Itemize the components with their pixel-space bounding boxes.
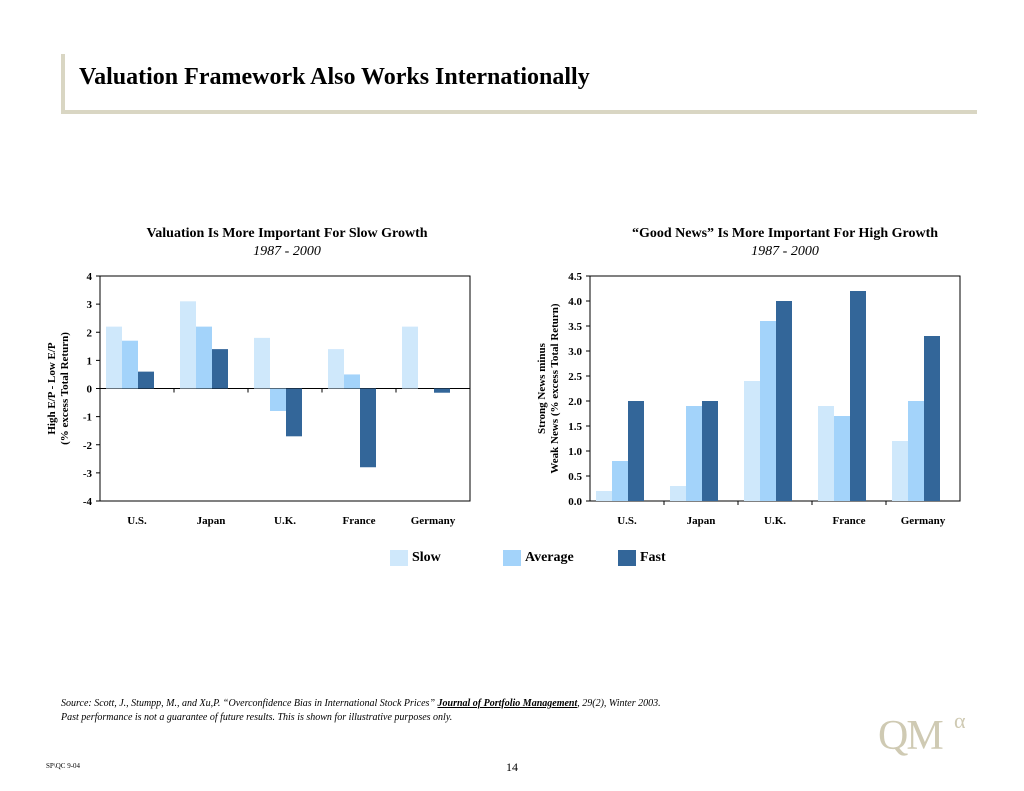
source-journal-link[interactable]: Journal of Portfolio Management: [437, 698, 578, 709]
y-tick-label: 1: [87, 355, 93, 367]
y-tick-label: 2: [87, 327, 93, 339]
bar-average: [908, 401, 924, 501]
source-prefix: Source: Scott, J., Stumpp, M., and Xu,P.…: [61, 698, 438, 709]
y-tick-label: 3.0: [568, 346, 582, 358]
legend-swatch-fast: [618, 550, 636, 566]
legend-label-slow: Slow: [412, 550, 441, 565]
slide-title: Valuation Framework Also Works Internati…: [79, 64, 590, 90]
qm-logo: QM α: [878, 708, 978, 760]
chart-1-title: Valuation Is More Important For Slow Gro…: [146, 226, 428, 241]
bar-slow: [106, 326, 122, 389]
good-news-chart: 4.5 4.0 3.5 3.0 2.5 2.0 1.5 1.0 0.5 0.0 U.S. Japan U…: [536, 271, 961, 527]
bar-fast: [702, 401, 718, 501]
bar-fast: [776, 301, 792, 501]
y-tick-label: -4: [83, 496, 93, 508]
chart-2-subtitle: 1987 - 2000: [751, 244, 819, 259]
legend-label-average: Average: [525, 550, 574, 565]
chart-1-subtitle: 1987 - 2000: [253, 244, 321, 259]
bar-fast: [434, 388, 450, 393]
y-tick-label: -3: [83, 468, 93, 480]
page-number: 14: [506, 760, 518, 774]
bar-average: [760, 321, 776, 501]
y-tick-label: -2: [83, 440, 93, 452]
y-tick-label: 2.5: [568, 371, 582, 383]
source-disclaimer: Past performance is not a guarantee of f…: [61, 712, 453, 723]
bar-fast: [138, 371, 154, 389]
bar-average: [196, 326, 212, 389]
y-tick-label: 1.0: [568, 446, 582, 458]
y-tick-label: 0.5: [568, 471, 582, 483]
chart-2-title: “Good News” Is More Important For High G…: [631, 226, 939, 241]
bar-average: [686, 406, 702, 501]
bar-average: [834, 416, 850, 501]
x-tick-label: Germany: [901, 515, 946, 527]
logo-alpha: α: [954, 708, 965, 733]
y-tick-label: 0: [87, 384, 93, 396]
bar-slow: [744, 381, 760, 501]
valuation-chart: 4 3 2 1 0 -1 -2 -3 -4 U.S. Japan U.K. France Germany H…: [46, 271, 471, 527]
y-tick-label: 4: [87, 271, 93, 283]
bar-slow: [254, 337, 270, 389]
y-axis-label: High E/P - Low E/P: [46, 342, 58, 435]
bar-slow: [670, 486, 686, 501]
source-note: Source: Scott, J., Stumpp, M., and Xu,P.…: [61, 697, 661, 725]
legend-swatch-average: [503, 550, 521, 566]
y-axis-label-unit: Weak News (% excess Total Return): [549, 303, 561, 474]
x-tick-label: France: [343, 515, 376, 527]
y-tick-label: 2.0: [568, 396, 582, 408]
y-tick-label: 4.5: [568, 271, 582, 283]
bar-slow: [892, 441, 908, 501]
x-tick-label: Japan: [687, 515, 716, 527]
x-tick-label: Germany: [411, 515, 456, 527]
x-tick-label: U.K.: [274, 515, 296, 527]
y-tick-label: 0.0: [568, 496, 582, 508]
legend: Slow Average Fast: [390, 548, 690, 570]
x-tick-label: U.S.: [617, 515, 637, 527]
y-tick-label: 1.5: [568, 421, 582, 433]
bar-fast: [924, 336, 940, 501]
x-tick-label: U.K.: [764, 515, 786, 527]
y-tick-label: -1: [83, 412, 92, 424]
bar-average: [612, 461, 628, 501]
y-axis-label: Strong News minus: [536, 342, 548, 434]
bar-average: [270, 388, 286, 411]
title-bar: Valuation Framework Also Works Internati…: [61, 54, 977, 114]
bar-fast: [360, 388, 376, 468]
legend-label-fast: Fast: [640, 550, 666, 565]
bar-average: [344, 374, 360, 389]
bar-fast: [212, 349, 228, 389]
y-axis-label-unit: (% excess Total Return): [59, 332, 71, 445]
footer-code: SP\QC 9-04: [46, 762, 81, 770]
bar-average: [122, 340, 138, 389]
bar-fast: [850, 291, 866, 501]
bar-slow: [818, 406, 834, 501]
y-tick-label: 4.0: [568, 296, 582, 308]
y-tick-label: 3: [87, 299, 93, 311]
bar-slow: [402, 326, 418, 389]
x-tick-label: France: [833, 515, 866, 527]
legend-swatch-slow: [390, 550, 408, 566]
source-suffix: , 29(2), Winter 2003.: [577, 698, 661, 709]
x-tick-label: U.S.: [127, 515, 147, 527]
logo-text: QM: [878, 713, 944, 759]
x-tick-label: Japan: [197, 515, 226, 527]
bar-slow: [180, 301, 196, 389]
bar-fast: [628, 401, 644, 501]
bar-slow: [328, 349, 344, 389]
bar-slow: [596, 491, 612, 501]
y-tick-label: 3.5: [568, 321, 582, 333]
bar-fast: [286, 388, 302, 437]
